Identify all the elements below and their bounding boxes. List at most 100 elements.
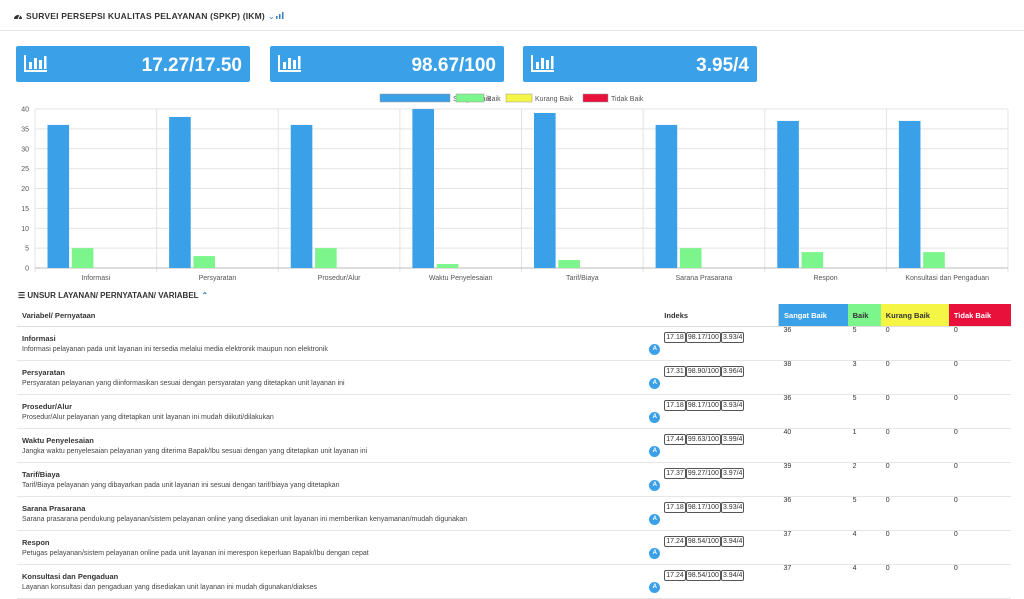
variable-description-text: Sarana prasarana pendukung pelayanan/sis… bbox=[22, 516, 468, 523]
page-title-wrap: SURVEI PERSEPSI KUALITAS PELAYANAN (SPKP… bbox=[13, 11, 288, 21]
grade-badge[interactable]: A bbox=[649, 480, 661, 491]
variable-description-text: Tarif/Biaya pelayanan yang dibayarkan pa… bbox=[22, 482, 340, 489]
variable-description: Persyaratan pelayanan yang diinformasika… bbox=[22, 378, 661, 389]
variable-description: Layanan konsultasi dan pengaduan yang di… bbox=[22, 582, 661, 593]
count-sangat-baik: 36 bbox=[778, 326, 848, 361]
count-baik: 4 bbox=[847, 530, 881, 565]
table-row: Sarana Prasarana Sarana prasarana penduku… bbox=[17, 496, 1011, 531]
grade-badge[interactable]: A bbox=[649, 446, 661, 457]
variable-name: Informasi bbox=[22, 334, 56, 343]
count-sangat-baik: 36 bbox=[778, 394, 848, 429]
index-score: 3.94/4 bbox=[720, 536, 745, 547]
index-cell: 17.44 99.63/100 3.99/4 bbox=[659, 428, 779, 463]
variables-table: Variabel/ Pernyataan Indeks Sangat Baik … bbox=[17, 304, 1011, 599]
y-tick-label: 5 bbox=[25, 246, 29, 253]
count-baik: 5 bbox=[847, 326, 881, 361]
chart-toggle-icon[interactable]: ⌄ bbox=[268, 12, 288, 21]
col-header-baik: Baik bbox=[847, 304, 881, 327]
count-tidak-baik: 0 bbox=[948, 360, 1011, 395]
page-header: SURVEI PERSEPSI KUALITAS PELAYANAN (SPKP… bbox=[0, 0, 1024, 31]
grade-badge[interactable]: A bbox=[649, 412, 661, 423]
count-tidak-baik: 0 bbox=[948, 564, 1011, 599]
index-score: 3.96/4 bbox=[720, 366, 745, 377]
score-value: 3.95/4 bbox=[696, 55, 749, 76]
index-value: 17.37 bbox=[664, 468, 686, 479]
variable-description-text: Jangka waktu penyelesaian pelayanan yang… bbox=[22, 448, 368, 455]
table-row: Konsultasi dan Pengaduan Layanan konsulta… bbox=[17, 564, 1011, 599]
count-kurang-baik: 0 bbox=[880, 530, 949, 565]
variable-cell: Konsultasi dan Pengaduan Layanan konsulta… bbox=[17, 564, 661, 599]
variable-cell: Waktu Penyelesaian Jangka waktu penyelesa… bbox=[17, 428, 661, 463]
variable-description-text: Prosedur/Alur pelayanan yang ditetapkan … bbox=[22, 414, 274, 421]
chevron-up-icon[interactable]: ⌃ bbox=[201, 291, 209, 300]
score-value: 17.27/17.50 bbox=[141, 55, 242, 76]
y-tick-label: 0 bbox=[25, 266, 29, 273]
bar bbox=[655, 124, 678, 269]
variable-cell: Tarif/Biaya Tarif/Biaya pelayanan yang di… bbox=[17, 462, 661, 497]
variable-cell: Informasi Informasi pelayanan pada unit l… bbox=[17, 326, 661, 361]
list-icon: ☰ bbox=[18, 291, 26, 300]
index-cell: 17.18 98.17/100 3.93/4 bbox=[659, 394, 779, 429]
bar bbox=[558, 260, 580, 268]
bar bbox=[801, 252, 824, 268]
bar bbox=[412, 109, 434, 268]
count-kurang-baik: 0 bbox=[880, 564, 949, 599]
bar-chart-icon bbox=[531, 55, 554, 72]
x-tick-label: Prosedur/Alur bbox=[318, 275, 361, 282]
table-row: Waktu Penyelesaian Jangka waktu penyelesa… bbox=[17, 428, 1011, 463]
score-card-3: 3.95/4 bbox=[523, 46, 757, 82]
y-tick-label: 35 bbox=[21, 126, 29, 133]
variable-name: Waktu Penyelesaian bbox=[22, 436, 94, 445]
legend-label: Tidak Baik bbox=[611, 96, 644, 103]
index-score: 3.93/4 bbox=[720, 400, 745, 411]
legend-label: Baik bbox=[487, 96, 501, 103]
index-value: 17.44 bbox=[664, 434, 686, 445]
variable-cell: Persyaratan Persyaratan pelayanan yang di… bbox=[17, 360, 661, 395]
index-percent: 98.17/100 bbox=[685, 502, 721, 513]
x-tick-label: Respon bbox=[813, 275, 837, 282]
variable-name: Prosedur/Alur bbox=[22, 402, 73, 411]
index-cell: 17.18 98.17/100 3.93/4 bbox=[659, 326, 779, 361]
page-title: SURVEI PERSEPSI KUALITAS PELAYANAN (SPKP… bbox=[26, 11, 265, 21]
table-row: Informasi Informasi pelayanan pada unit l… bbox=[17, 326, 1011, 361]
variable-description-text: Informasi pelayanan pada unit layanan in… bbox=[22, 346, 328, 353]
index-percent: 98.90/100 bbox=[685, 366, 721, 377]
index-cell: 17.24 98.54/100 3.94/4 bbox=[659, 530, 779, 565]
y-tick-label: 10 bbox=[21, 226, 29, 233]
index-value: 17.24 bbox=[664, 536, 686, 547]
variable-name: Tarif/Biaya bbox=[22, 470, 60, 479]
count-tidak-baik: 0 bbox=[948, 394, 1011, 429]
y-tick-label: 40 bbox=[21, 107, 29, 114]
count-sangat-baik: 37 bbox=[778, 564, 848, 599]
y-tick-label: 20 bbox=[21, 186, 29, 193]
index-cell: 17.37 99.27/100 3.97/4 bbox=[659, 462, 779, 497]
grade-badge[interactable]: A bbox=[649, 582, 661, 593]
grade-badge[interactable]: A bbox=[649, 378, 661, 389]
grade-badge[interactable]: A bbox=[649, 514, 661, 525]
bar bbox=[193, 256, 216, 268]
bar bbox=[777, 120, 799, 268]
variable-description-text: Layanan konsultasi dan pengaduan yang di… bbox=[22, 584, 317, 591]
y-tick-label: 15 bbox=[21, 206, 29, 213]
bar-chart-icon bbox=[278, 55, 301, 72]
count-baik: 3 bbox=[847, 360, 881, 395]
index-score: 3.93/4 bbox=[720, 502, 745, 513]
score-card-2: 98.67/100 bbox=[270, 46, 504, 82]
grade-badge[interactable]: A bbox=[649, 344, 661, 355]
bar bbox=[315, 248, 337, 268]
col-header-sangat-baik: Sangat Baik bbox=[778, 304, 848, 327]
grade-badge[interactable]: A bbox=[649, 548, 661, 559]
section-title-wrap: ☰ UNSUR LAYANAN/ PERNYATAAN/ VARIABEL ⌃ bbox=[18, 291, 208, 300]
index-percent: 99.63/100 bbox=[685, 434, 721, 445]
index-cell: 17.24 98.54/100 3.94/4 bbox=[659, 564, 779, 599]
legend-swatch bbox=[379, 93, 451, 103]
index-percent: 99.27/100 bbox=[685, 468, 721, 479]
count-kurang-baik: 0 bbox=[880, 326, 949, 361]
index-percent: 98.17/100 bbox=[685, 400, 721, 411]
score-value: 98.67/100 bbox=[411, 55, 496, 76]
count-sangat-baik: 39 bbox=[778, 462, 848, 497]
col-header-kurang-baik: Kurang Baik bbox=[880, 304, 949, 327]
count-baik: 2 bbox=[847, 462, 881, 497]
count-sangat-baik: 40 bbox=[778, 428, 848, 463]
